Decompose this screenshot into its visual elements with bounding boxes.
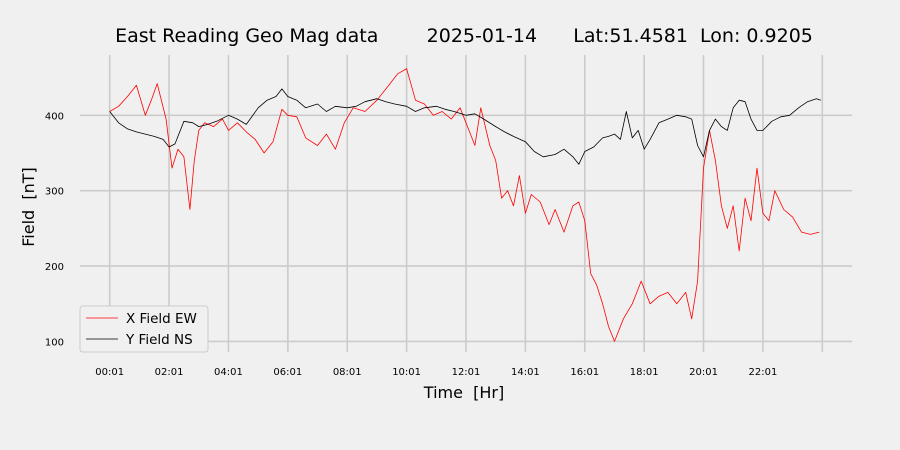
series-line-x-field-ew [109, 68, 820, 342]
x-tick-label: 02:01 [155, 367, 184, 378]
y-tick-label: 300 [45, 187, 64, 198]
legend: X Field EW Y Field NS [79, 305, 209, 353]
x-tick-label: 10:01 [392, 367, 421, 378]
series-line-y-field-ns [109, 88, 821, 165]
grid-lines [80, 55, 852, 352]
legend-label-y-field: Y Field NS [125, 332, 193, 348]
y-tick-label: 400 [45, 111, 64, 122]
x-tick-label: 08:01 [333, 367, 362, 378]
y-axis-label: Field [nT] [19, 167, 38, 247]
x-tick-label: 06:01 [273, 367, 302, 378]
x-tick-label: 00:01 [95, 367, 124, 378]
x-axis-label: Time [Hr] [423, 383, 504, 402]
chart-title: East Reading Geo Mag data 2025-01-14 Lat… [115, 25, 813, 47]
x-tick-labels: 00:01 02:01 04:01 06:01 08:01 10:01 12:01 14:01… [95, 367, 777, 378]
x-tick-label: 18:01 [630, 367, 659, 378]
x-tick-label: 16:01 [570, 367, 599, 378]
x-tick-label: 12:01 [452, 367, 481, 378]
legend-label-x-field: X Field EW [126, 311, 197, 327]
legend-box [79, 305, 209, 353]
y-tick-label: 200 [45, 262, 64, 273]
x-tick-label: 22:01 [749, 367, 778, 378]
series-lines [109, 68, 821, 342]
x-tick-label: 20:01 [689, 367, 718, 378]
x-tick-label: 04:01 [214, 367, 243, 378]
x-tick-label: 14:01 [511, 367, 540, 378]
y-tick-label: 100 [45, 337, 64, 348]
y-tick-labels: 100 200 300 400 [45, 111, 64, 348]
